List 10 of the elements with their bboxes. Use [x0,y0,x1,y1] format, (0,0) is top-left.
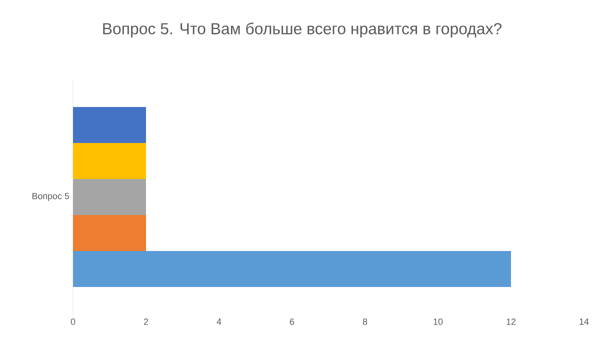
x-tick-label: 14 [580,318,589,325]
x-tick-label: 2 [144,318,148,325]
x-tick-label: 4 [216,318,222,325]
y-tick-label: Вопрос 5 [32,192,70,202]
chart-title: Вопрос 5. Что Вам больше всего нравится в городах? [103,22,502,38]
x-tick-label: 12 [506,318,516,325]
x-tick-label: 8 [362,318,368,325]
x-tick-label: 0 [70,318,76,325]
x-tick-label: 6 [290,318,294,325]
x-tick-label: 10 [434,318,443,325]
